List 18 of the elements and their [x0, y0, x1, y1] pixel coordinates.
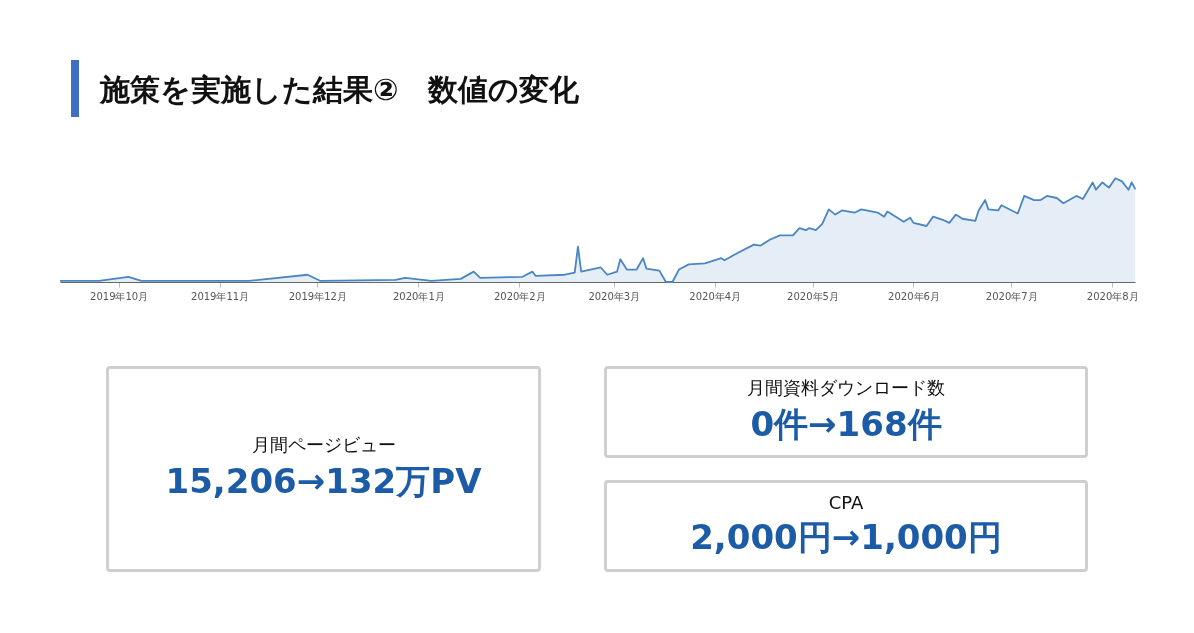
text: 2,000円→1,000円: [690, 515, 1002, 559]
text: 月間資料ダウンロード数: [747, 376, 945, 400]
x-tick-label: 2019年12月: [288, 290, 347, 302]
text: 月間ページビュー: [251, 433, 396, 457]
x-tick-label: 2020年8月: [1086, 290, 1139, 302]
x-tick-label: 2020年7月: [985, 290, 1038, 302]
text: CPA: [828, 491, 864, 513]
x-tick-label: 2020年5月: [787, 290, 839, 302]
x-tick-label: 2020年1月: [392, 290, 445, 302]
x-tick-label: 2020年3月: [588, 290, 641, 302]
x-tick-label: 2020年4月: [689, 290, 742, 302]
text: 0件→168件: [750, 403, 942, 446]
chart-title: 施策を実施した結果② 数値の変化: [100, 71, 580, 109]
x-tick-label: 2019年11月: [191, 290, 250, 302]
x-tick-label: 2019年10月: [90, 290, 149, 302]
x-tick-label: 2020年2月: [493, 290, 546, 302]
x-tick-label: 2020年6月: [888, 290, 940, 302]
text: 15,206→132万PV: [165, 460, 482, 503]
